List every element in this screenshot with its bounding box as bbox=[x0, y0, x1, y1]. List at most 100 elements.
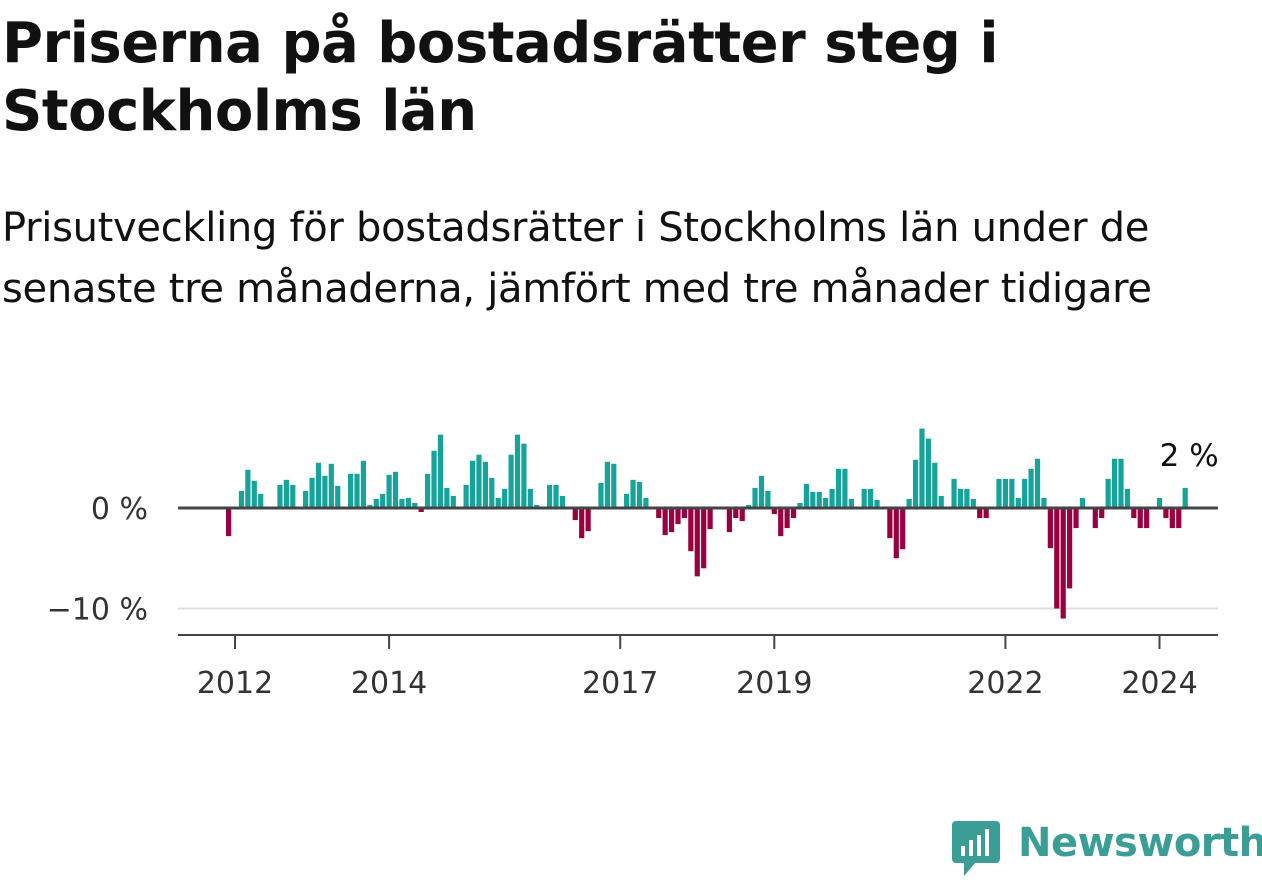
bar bbox=[1047, 508, 1053, 549]
bar bbox=[367, 504, 373, 508]
bar bbox=[893, 508, 899, 559]
newsworthy-logo: Newsworthy bbox=[950, 818, 1262, 878]
bar bbox=[405, 497, 411, 508]
bar bbox=[380, 493, 386, 508]
bar bbox=[733, 508, 739, 519]
bar bbox=[810, 491, 816, 508]
bar bbox=[328, 463, 334, 508]
bar bbox=[835, 468, 842, 508]
bar bbox=[803, 483, 809, 508]
bar bbox=[675, 508, 681, 525]
chart-subtitle: Prisutveckling för bostadsrätter i Stock… bbox=[2, 205, 1152, 312]
bar bbox=[418, 508, 424, 513]
bar bbox=[752, 487, 758, 508]
bar bbox=[1156, 497, 1163, 508]
bar bbox=[463, 484, 469, 508]
bar bbox=[771, 508, 777, 515]
newsworthy-logo-icon bbox=[952, 821, 1000, 876]
bar bbox=[1124, 488, 1130, 508]
bar bbox=[1163, 508, 1169, 519]
bar bbox=[951, 478, 957, 508]
bar bbox=[1111, 458, 1118, 508]
bar bbox=[970, 498, 976, 508]
bar bbox=[1092, 508, 1098, 529]
bar bbox=[450, 495, 456, 508]
bar bbox=[283, 479, 289, 508]
bar bbox=[1028, 468, 1034, 508]
bar bbox=[746, 504, 752, 508]
bar bbox=[900, 508, 906, 550]
bar bbox=[778, 508, 784, 537]
bar bbox=[996, 478, 1002, 508]
bar bbox=[932, 462, 938, 508]
x-tick-label: 2012 bbox=[197, 666, 273, 701]
bar bbox=[765, 490, 771, 508]
bar bbox=[315, 462, 322, 508]
axes bbox=[178, 506, 1218, 649]
bar bbox=[912, 459, 919, 508]
bar bbox=[707, 508, 713, 530]
bar bbox=[739, 508, 745, 522]
bar bbox=[1118, 458, 1124, 508]
bar bbox=[399, 498, 405, 508]
x-tick-label: 2017 bbox=[582, 666, 658, 701]
bar bbox=[1099, 508, 1105, 519]
bar bbox=[258, 493, 264, 508]
bar bbox=[823, 497, 829, 508]
bar bbox=[572, 508, 578, 521]
bar bbox=[386, 474, 392, 508]
bar bbox=[514, 434, 521, 508]
bar bbox=[322, 475, 328, 508]
bar bbox=[527, 488, 533, 508]
bar bbox=[688, 508, 694, 552]
bar bbox=[412, 502, 418, 508]
bar bbox=[784, 508, 790, 529]
bar bbox=[694, 508, 700, 577]
bar bbox=[598, 482, 604, 508]
bar bbox=[848, 498, 854, 508]
bar bbox=[585, 508, 591, 532]
newsworthy-logo-text: Newsworthy bbox=[1018, 820, 1262, 866]
bar bbox=[469, 460, 476, 508]
bar bbox=[392, 471, 399, 508]
bar bbox=[335, 485, 341, 508]
bar bbox=[1169, 508, 1175, 529]
bar bbox=[1073, 508, 1079, 529]
bar bbox=[290, 484, 296, 508]
bar bbox=[636, 481, 643, 508]
bar bbox=[425, 473, 431, 508]
bar bbox=[624, 493, 630, 508]
x-tick-label: 2019 bbox=[736, 666, 812, 701]
y-tick-label: −10 % bbox=[47, 593, 148, 628]
bar bbox=[1034, 458, 1041, 508]
bar bbox=[1144, 508, 1150, 529]
bar bbox=[668, 508, 675, 533]
bar bbox=[1105, 478, 1111, 508]
bar bbox=[553, 484, 559, 508]
bar bbox=[829, 488, 835, 508]
bar bbox=[1137, 508, 1143, 529]
x-tick-label: 2024 bbox=[1121, 666, 1197, 701]
bar bbox=[245, 469, 251, 508]
bar bbox=[1002, 478, 1009, 508]
bars bbox=[226, 428, 1188, 619]
bar bbox=[964, 488, 970, 508]
bar bbox=[534, 504, 540, 508]
y-tick-label: 0 % bbox=[91, 492, 148, 527]
bar bbox=[1009, 478, 1015, 508]
bar bbox=[354, 473, 360, 508]
chart-title: Priserna på bostadsrätter steg i Stockho… bbox=[2, 11, 999, 144]
bar bbox=[630, 479, 636, 508]
bar bbox=[887, 508, 893, 539]
bar bbox=[1067, 508, 1073, 589]
bar bbox=[508, 454, 514, 508]
bar bbox=[681, 508, 688, 519]
bar bbox=[868, 488, 874, 508]
bar bbox=[842, 468, 848, 508]
bar bbox=[1015, 497, 1021, 508]
bar bbox=[373, 498, 379, 508]
bar bbox=[957, 488, 964, 508]
bar bbox=[1054, 508, 1060, 609]
bar bbox=[309, 477, 315, 508]
bar bbox=[502, 488, 508, 508]
